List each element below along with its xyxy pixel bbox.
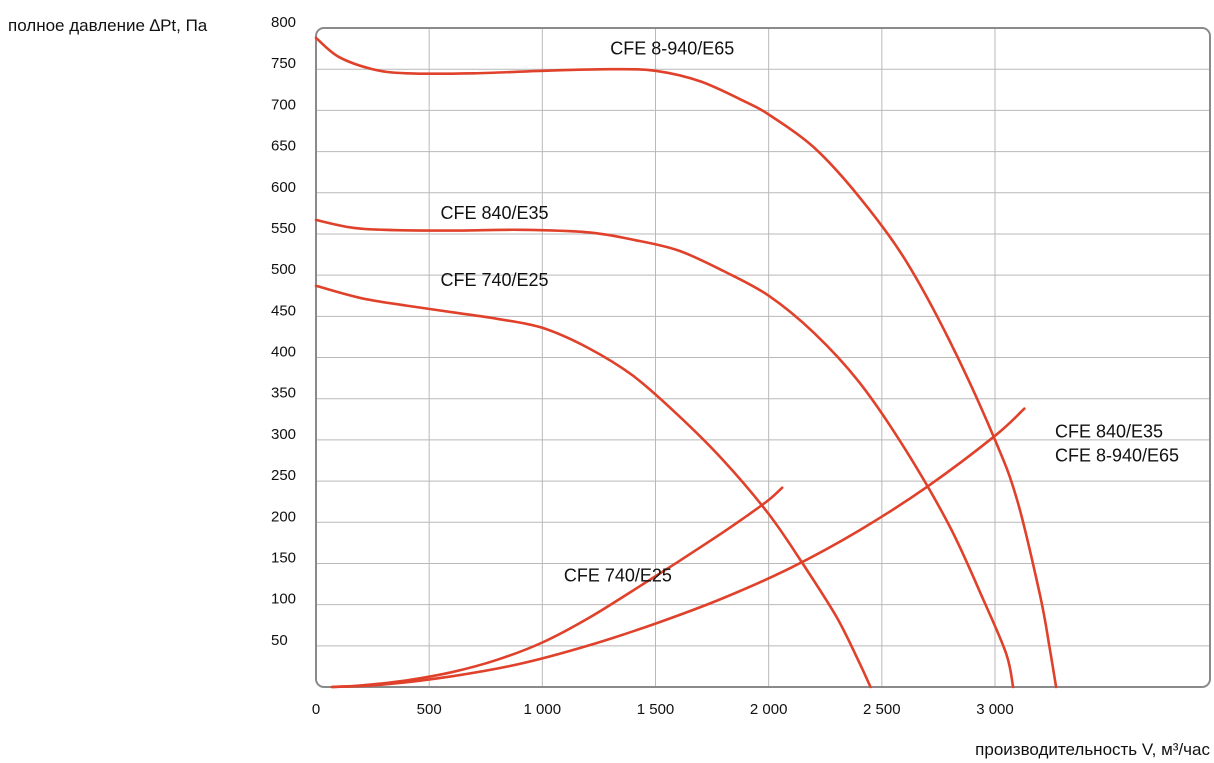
plot-frame — [315, 27, 1211, 688]
x-tick-label: 1 500 — [637, 701, 675, 718]
system-curve-3 — [330, 486, 784, 689]
y-tick-label: 500 — [271, 261, 296, 278]
y-tick-label: 400 — [271, 344, 296, 361]
y-tick-label: 300 — [271, 426, 296, 443]
x-axis-title: производительность V, м³/час — [975, 740, 1210, 759]
fan-curve-1 — [314, 218, 1015, 689]
y-tick-label: 150 — [271, 549, 296, 566]
y-tick-label: 50 — [271, 632, 288, 649]
x-tick-label: 0 — [312, 701, 320, 718]
y-tick-label: 750 — [271, 55, 296, 72]
y-tick-label: 700 — [271, 96, 296, 113]
grid-lines — [317, 29, 1209, 686]
series-label-0: CFE 8-940/E65 — [610, 38, 734, 58]
series-label-3: CFE 740/E25 — [564, 566, 672, 586]
x-tick-label: 2 500 — [863, 701, 901, 718]
x-tick-label: 2 000 — [750, 701, 788, 718]
fan-curve-2 — [314, 284, 872, 689]
series-label-2: CFE 740/E25 — [440, 270, 548, 290]
y-tick-label: 600 — [271, 179, 296, 196]
x-axis-ticks: 0 500 1 000 1 500 2 000 2 500 3 000 — [312, 701, 1014, 718]
y-tick-label: 200 — [271, 508, 296, 525]
y-tick-label: 350 — [271, 385, 296, 402]
x-tick-label: 1 000 — [524, 701, 562, 718]
x-tick-label: 500 — [417, 701, 442, 718]
y-tick-label: 100 — [271, 591, 296, 608]
x-tick-label: 3 000 — [976, 701, 1014, 718]
fan-curve-0 — [314, 36, 1058, 689]
series-label-4: CFE 840/E35 CFE 8-940/E65 — [1055, 421, 1179, 465]
series-label-1: CFE 840/E35 — [440, 203, 548, 223]
y-tick-label: 650 — [271, 138, 296, 155]
y-tick-label: 450 — [271, 302, 296, 319]
y-tick-label: 800 — [271, 14, 296, 31]
curve-labels: CFE 8-940/E65 CFE 840/E35 CFE 740/E25 CFE 7… — [440, 38, 1179, 585]
y-axis-ticks: 50 100 150 200 250 300 350 400 450 500 550 600 650 70… — [271, 14, 296, 649]
series-lines — [314, 36, 1058, 689]
y-axis-title: полное давление ∆Pt, Па — [8, 16, 208, 35]
y-tick-label: 550 — [271, 220, 296, 237]
y-tick-label: 250 — [271, 467, 296, 484]
system-curve-4 — [330, 407, 1026, 689]
